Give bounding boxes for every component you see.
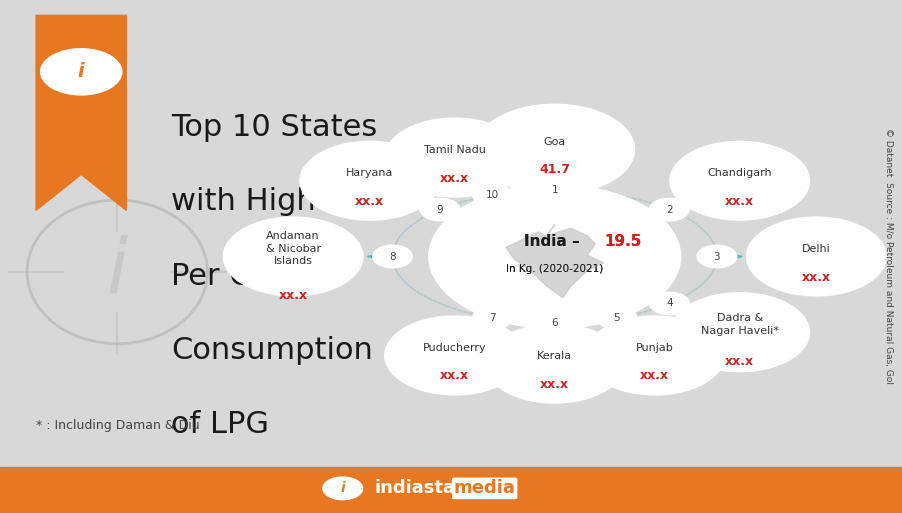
Text: Kerala: Kerala	[538, 351, 572, 361]
Text: 10: 10	[486, 190, 499, 200]
Text: * : Including Daman & Diu: * : Including Daman & Diu	[36, 419, 199, 432]
Circle shape	[597, 307, 637, 329]
Text: xx.x: xx.x	[725, 356, 754, 368]
Text: xx.x: xx.x	[802, 270, 831, 284]
Text: In Kg. (2020-2021): In Kg. (2020-2021)	[506, 264, 603, 274]
Text: i: i	[340, 481, 345, 496]
Text: media: media	[454, 479, 516, 498]
Circle shape	[41, 49, 122, 95]
Text: 6: 6	[551, 318, 558, 328]
Polygon shape	[506, 225, 603, 298]
Text: Consumption: Consumption	[171, 336, 373, 365]
Text: 19.5: 19.5	[604, 233, 641, 249]
Text: India –: India –	[524, 233, 585, 249]
Circle shape	[584, 315, 725, 396]
Text: xx.x: xx.x	[355, 195, 384, 208]
Circle shape	[746, 216, 887, 297]
Text: xx.x: xx.x	[440, 369, 469, 383]
Text: Tamil Nadu: Tamil Nadu	[424, 145, 485, 155]
Text: © Datanet  Source : M/o Petroleum and Natural Gas, GoI: © Datanet Source : M/o Petroleum and Nat…	[884, 128, 893, 385]
Circle shape	[429, 185, 680, 328]
Text: 9: 9	[437, 205, 444, 214]
Text: 8: 8	[390, 251, 396, 262]
Text: 4: 4	[666, 299, 673, 308]
Text: Punjab: Punjab	[636, 343, 674, 353]
Circle shape	[323, 477, 363, 500]
Text: Puducherry: Puducherry	[423, 343, 486, 353]
Polygon shape	[600, 313, 630, 327]
Bar	[0, 467, 902, 513]
Text: Haryana: Haryana	[346, 168, 393, 178]
Circle shape	[473, 307, 512, 329]
Text: Chandigarh: Chandigarh	[707, 168, 772, 178]
Text: i: i	[106, 235, 128, 309]
Circle shape	[384, 315, 525, 396]
Text: Per Capita: Per Capita	[171, 262, 328, 291]
Circle shape	[649, 292, 689, 315]
Circle shape	[373, 245, 412, 268]
Text: xx.x: xx.x	[725, 195, 754, 208]
Text: indiastat: indiastat	[374, 479, 464, 498]
Text: xx.x: xx.x	[440, 171, 469, 185]
Polygon shape	[654, 297, 687, 311]
Text: India –: India –	[524, 233, 585, 249]
Polygon shape	[367, 250, 399, 263]
Text: In Kg. (2020-2021): In Kg. (2020-2021)	[506, 264, 603, 274]
Text: 19.5: 19.5	[604, 233, 641, 249]
Text: with Highest: with Highest	[171, 187, 363, 216]
Text: 2: 2	[666, 205, 673, 214]
Circle shape	[473, 184, 512, 206]
Text: xx.x: xx.x	[279, 289, 308, 302]
Text: 1: 1	[551, 185, 558, 195]
Text: 3: 3	[713, 251, 720, 262]
Circle shape	[669, 292, 810, 372]
Polygon shape	[538, 320, 571, 333]
Circle shape	[384, 117, 525, 198]
Circle shape	[535, 179, 575, 202]
Text: of LPG: of LPG	[171, 410, 270, 440]
Polygon shape	[538, 184, 571, 197]
Text: xx.x: xx.x	[540, 378, 569, 390]
Circle shape	[697, 245, 737, 268]
Text: Dadra &
Nagar Haveli*: Dadra & Nagar Haveli*	[701, 313, 778, 336]
Circle shape	[429, 185, 680, 328]
Text: 7: 7	[490, 313, 496, 323]
Polygon shape	[480, 313, 510, 327]
Circle shape	[299, 141, 440, 221]
Circle shape	[484, 324, 625, 404]
Circle shape	[649, 198, 689, 221]
Text: i: i	[78, 62, 85, 82]
Text: xx.x: xx.x	[640, 369, 669, 383]
Text: Goa: Goa	[544, 136, 566, 147]
Circle shape	[535, 311, 575, 334]
Polygon shape	[711, 250, 742, 263]
Circle shape	[420, 198, 460, 221]
Text: Delhi: Delhi	[802, 244, 831, 254]
Text: 5: 5	[613, 313, 620, 323]
Polygon shape	[506, 225, 603, 298]
Polygon shape	[480, 186, 510, 200]
Polygon shape	[36, 15, 126, 210]
Text: 41.7: 41.7	[539, 164, 570, 176]
Text: Andaman
& Nicobar
Islands: Andaman & Nicobar Islands	[265, 231, 321, 266]
Circle shape	[223, 216, 364, 297]
Circle shape	[474, 104, 635, 195]
Polygon shape	[422, 202, 456, 216]
Text: Top 10 States: Top 10 States	[171, 113, 378, 142]
Polygon shape	[654, 202, 687, 216]
Circle shape	[669, 141, 810, 221]
